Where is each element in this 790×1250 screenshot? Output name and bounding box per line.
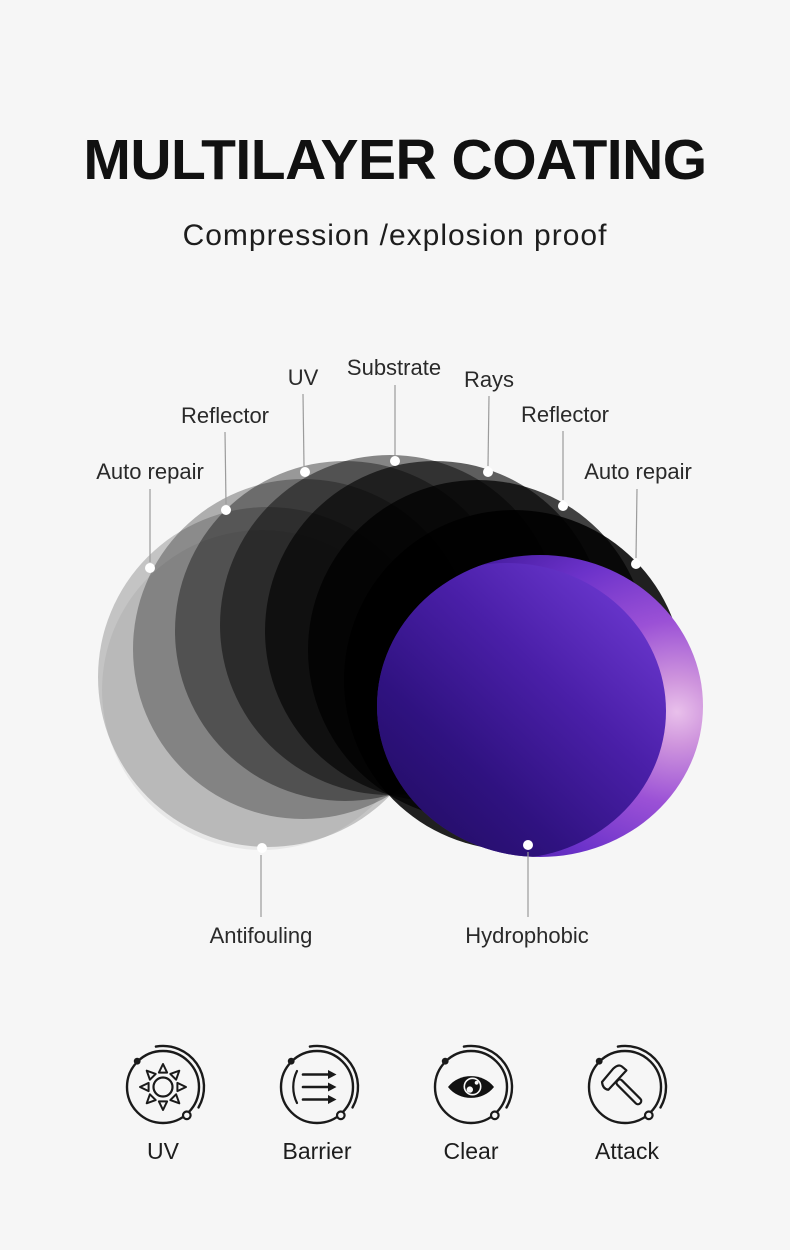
eye-clear-icon [433, 1044, 514, 1125]
callout-label-hydrophobic: Hydrophobic [465, 923, 589, 948]
callout-label-uv: UV [287, 365, 319, 390]
callout-dot-uv [300, 467, 310, 477]
feature-label-uv: UV [147, 1138, 179, 1164]
callout-dot-reflector-right [558, 501, 568, 511]
callout-dot-reflector-left [221, 505, 231, 515]
callout-label-antifouling: Antifouling [209, 923, 313, 948]
callout-lines [149, 385, 638, 917]
feature-label-barrier: Barrier [282, 1138, 352, 1164]
layer-circles [98, 455, 703, 857]
callout-line-auto-repair-right [635, 488, 638, 559]
callout-line-rays [487, 395, 490, 467]
callout-line-reflector-left [224, 431, 227, 505]
sun-uv-icon [125, 1044, 206, 1125]
feature-label-attack: Attack [595, 1138, 659, 1164]
feature-label-clear: Clear [443, 1138, 499, 1164]
callout-label-reflector-left: Reflector [180, 403, 270, 428]
callout-label-substrate: Substrate [346, 355, 442, 380]
callout-label-rays: Rays [463, 367, 515, 392]
arrows-barrier-icon [279, 1044, 360, 1125]
hammer-attack-icon [587, 1044, 668, 1125]
callout-dots [145, 456, 641, 853]
page-title: MULTILAYER COATING [83, 128, 707, 192]
feature-icons [125, 1044, 668, 1125]
callout-label-reflector-right: Reflector [520, 402, 610, 427]
callout-dot-antifouling [257, 843, 267, 853]
callout-label-auto-repair-left: Auto repair [96, 459, 204, 484]
callout-line-uv [302, 393, 305, 467]
page-subtitle: Compression /explosion proof [182, 219, 608, 252]
callout-dot-auto-repair-left [145, 563, 155, 573]
callout-dot-substrate [390, 456, 400, 466]
callout-dot-rays [483, 467, 493, 477]
callout-dot-hydrophobic [523, 840, 533, 850]
callout-dot-auto-repair-right [631, 559, 641, 569]
layer-circle-hydrophobic-overlay [377, 563, 666, 857]
callout-label-auto-repair-right: Auto repair [584, 459, 692, 484]
